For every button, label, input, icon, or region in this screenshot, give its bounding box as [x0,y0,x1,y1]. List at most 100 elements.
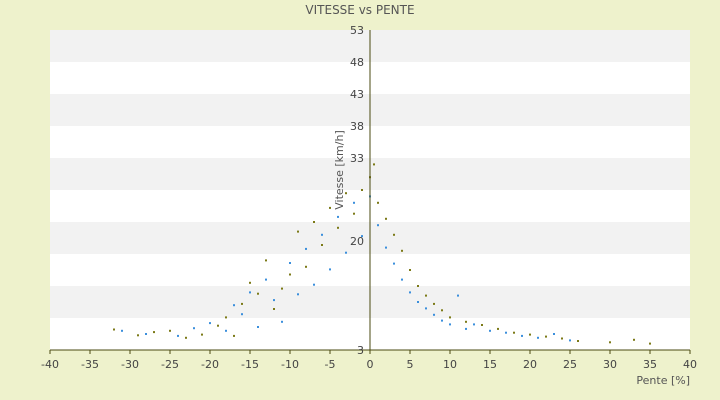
data-point-olive [185,336,187,339]
data-point-blue [241,313,243,316]
data-point-blue [417,301,419,303]
data-point-blue [265,278,267,281]
data-point-olive [449,316,451,319]
x-tick-label: 35 [643,358,657,371]
data-point-blue [289,262,291,264]
data-point-olive [297,230,299,233]
data-point-blue [457,294,459,297]
x-tick-label: 5 [407,358,414,371]
data-point-olive [113,328,115,331]
data-point-olive [305,265,307,268]
data-point-olive [513,331,515,334]
data-point-blue [473,323,475,326]
data-point-blue [345,251,347,254]
data-point-olive [241,302,243,305]
y-tick-label: 53 [350,24,364,37]
data-point-olive [321,244,323,246]
x-tick-label: 15 [483,358,497,371]
x-tick-label: 25 [563,358,577,371]
data-point-olive [577,340,579,342]
x-tick-label: -35 [81,358,99,371]
data-point-blue [257,326,259,328]
x-tick-label: -30 [121,358,139,371]
data-point-olive [529,333,531,336]
data-point-blue [537,336,539,339]
data-point-blue [297,293,299,296]
data-point-blue [489,329,491,332]
y-tick-label: 43 [350,88,364,101]
data-point-blue [409,291,411,294]
data-point-olive [345,192,347,195]
data-point-blue [425,307,427,310]
data-point-olive [289,273,291,276]
x-tick-label: -5 [325,358,336,371]
axes [49,30,691,354]
data-point-blue [377,224,379,227]
data-point-olive [201,333,203,336]
data-points [113,163,651,345]
y-tick-label: 38 [350,120,364,133]
data-point-olive [353,212,355,215]
data-point-olive [153,331,155,334]
data-point-olive [249,281,251,284]
data-point-olive [417,285,419,287]
data-point-olive [225,316,227,319]
data-point-olive [425,294,427,297]
x-tick-label: 10 [443,358,457,371]
data-point-blue [329,268,331,271]
data-point-blue [281,320,283,323]
x-tick-label: -10 [281,358,299,371]
data-point-olive [633,338,635,341]
data-point-blue [393,262,395,265]
data-point-blue [225,329,227,332]
data-point-olive [361,189,363,191]
data-point-olive [649,342,651,345]
data-point-blue [361,235,363,238]
data-point-blue [465,327,467,330]
data-point-olive [169,329,171,332]
x-tick-label: -15 [241,358,259,371]
chart-title: VITESSE vs PENTE [305,3,414,17]
data-point-blue [449,323,451,326]
data-point-blue [433,313,435,316]
y-tick-label: 20 [350,235,364,248]
data-point-blue [313,283,315,286]
x-axis-label: Pente [%] [636,374,690,387]
data-point-blue [209,322,211,325]
data-point-olive [329,206,331,209]
data-point-olive [561,337,563,340]
data-point-olive [441,309,443,312]
data-point-olive [233,334,235,337]
data-point-blue [353,201,355,204]
data-point-olive [377,201,379,204]
data-point-olive [265,259,267,262]
y-tick-labels: 3 20 33 38 43 48 53 [350,24,364,357]
y-tick-label: 33 [350,152,364,165]
data-point-blue [337,215,339,218]
data-point-olive [497,327,499,330]
data-point-olive [465,320,467,323]
data-point-olive [393,233,395,236]
data-point-blue [385,246,387,249]
data-point-olive [273,308,275,310]
data-point-olive [481,324,483,326]
data-point-blue [233,304,235,307]
data-point-blue [121,329,123,332]
x-tick-label: -40 [41,358,59,371]
data-point-olive [337,226,339,229]
data-point-blue [521,334,523,337]
data-point-blue [505,331,507,334]
y-tick-label: 48 [350,56,364,69]
y-axis-label: Vitesse [km/h] [333,130,346,210]
data-point-blue [569,339,571,342]
data-point-blue [145,333,147,335]
x-tick-label: 40 [683,358,697,371]
x-tick-label: 0 [367,358,374,371]
data-point-blue [305,247,307,250]
data-point-olive [609,341,611,344]
data-point-olive [257,292,259,295]
x-tick-label: 20 [523,358,537,371]
data-point-olive [401,249,403,252]
